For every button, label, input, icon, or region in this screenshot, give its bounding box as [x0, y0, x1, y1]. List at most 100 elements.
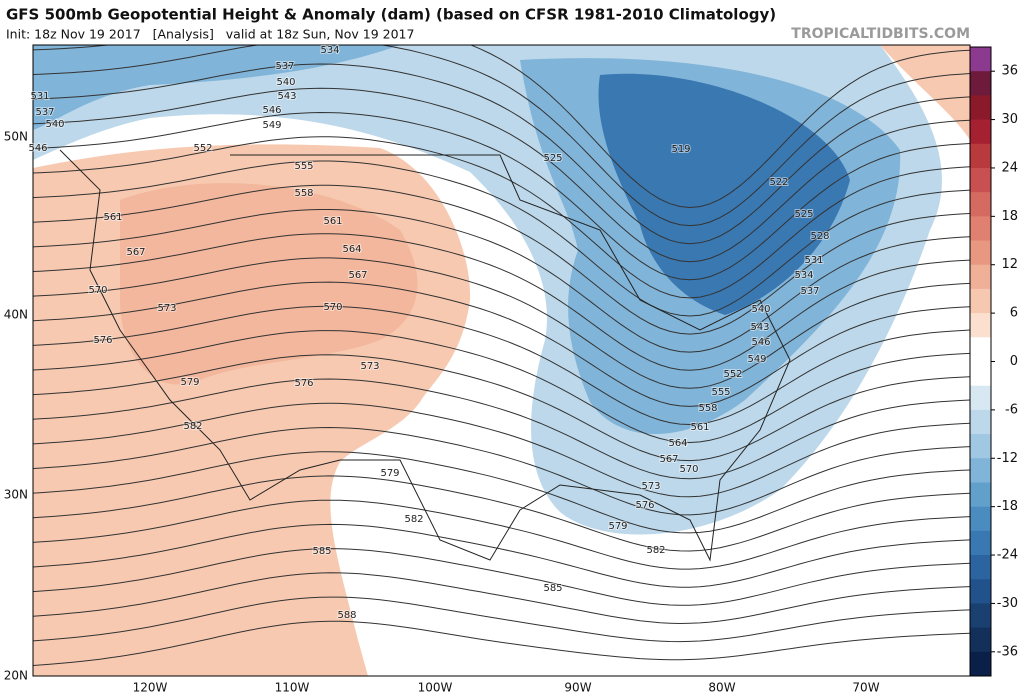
colorbar-label: -36 [997, 644, 1018, 659]
contour-label: 537 [275, 61, 294, 72]
contour-label: 558 [698, 403, 717, 414]
colorbar-band [970, 47, 991, 72]
contour-line [33, 305, 970, 426]
contour-label: 546 [751, 337, 770, 348]
colorbar-band [970, 143, 991, 169]
lat-label: 20N [4, 669, 28, 683]
contour-line [33, 257, 970, 389]
colorbar-label: 18 [1001, 209, 1018, 224]
contour-label: 543 [277, 91, 296, 102]
contour-label: 558 [294, 188, 313, 199]
contour-label: 573 [157, 303, 176, 314]
colorbar-band [970, 409, 991, 435]
contour-label: 552 [193, 143, 212, 154]
contour-label: 561 [103, 212, 122, 223]
lon-label: 110W [275, 681, 310, 695]
colorbar-band [970, 458, 991, 483]
contour-line [33, 136, 970, 299]
contour-label: 567 [348, 270, 367, 281]
contour-label: 570 [88, 285, 107, 296]
contour-label: 555 [294, 161, 313, 172]
colorbar-label: 0 [1010, 354, 1018, 369]
contour-label: 582 [404, 514, 423, 525]
colorbar-band [970, 119, 991, 145]
contour-label: 531 [30, 91, 49, 102]
contour-label: 585 [312, 546, 331, 557]
colorbar-band [970, 95, 991, 121]
colorbar-band [970, 264, 991, 290]
contour-label: 549 [747, 354, 766, 365]
contour-label: 522 [769, 177, 788, 188]
positive-anomaly [880, 45, 970, 140]
contour-line [33, 87, 970, 263]
colorbar-band [970, 482, 991, 508]
contour-line [33, 620, 970, 666]
contours [33, 45, 970, 666]
contour-line [33, 378, 970, 480]
contour-line [33, 184, 970, 335]
colorbar-band [970, 337, 991, 362]
contour-label: 528 [810, 231, 829, 242]
watermark: TROPICALTIDBITS.COM [791, 26, 970, 42]
contour-label: 567 [659, 454, 678, 465]
colorbar-band [970, 530, 991, 556]
contour-line [33, 233, 970, 371]
contour-labels: 5345375405435465495525555585615645675705… [27, 44, 830, 622]
contour-label: 519 [671, 144, 690, 155]
colorbar: 36 30 24 18 12 6 0 -6 -12 -18 -24 -30 -36 [969, 46, 1018, 677]
contour-line [33, 548, 970, 606]
contour-label: 525 [794, 209, 813, 220]
contour-line [33, 451, 970, 534]
colorbar-band [970, 313, 991, 338]
contour-line [33, 572, 970, 625]
contour-label: 579 [180, 377, 199, 388]
contour-label: 576 [93, 335, 112, 346]
colorbar-band [970, 71, 991, 96]
colorbar-label: -30 [997, 596, 1018, 611]
contour-label: 540 [45, 119, 64, 130]
contour-label: 561 [323, 216, 342, 227]
lon-label: 70W [852, 681, 879, 695]
contour-label: 540 [276, 77, 295, 88]
contour-line [33, 426, 970, 516]
coastline-border [59, 149, 791, 562]
colorbar-label: 12 [1001, 257, 1018, 272]
contour-label: 570 [679, 464, 698, 475]
contour-label: 537 [800, 286, 819, 297]
contour-line [33, 63, 970, 245]
colorbar-band [970, 627, 991, 653]
contour-line [33, 111, 970, 281]
init-line: Init: 18z Nov 19 2017 [Analysis] valid a… [6, 27, 414, 42]
contour-line [33, 209, 970, 353]
colorbar-label: 24 [1001, 160, 1018, 175]
colorbar-band [970, 434, 991, 459]
contour-label: 567 [126, 247, 145, 258]
contour-label: 537 [35, 107, 54, 118]
contour-label: 534 [794, 270, 813, 281]
contour-label: 555 [711, 387, 730, 398]
lon-label: 90W [564, 681, 591, 695]
contour-label: 573 [360, 361, 379, 372]
colorbar-band [970, 385, 991, 411]
contour-line [33, 281, 970, 407]
colorbar-band [970, 288, 991, 314]
contour-label: 564 [668, 438, 687, 449]
contour-label: 531 [804, 255, 823, 266]
contour-line [33, 475, 970, 552]
colorbar-band [970, 167, 991, 193]
positive-anomaly-core [120, 183, 418, 385]
contour-label: 576 [294, 378, 313, 389]
colorbar-band [970, 192, 991, 217]
colorbar-band [970, 651, 991, 677]
contour-label: 585 [543, 583, 562, 594]
contour-label: 570 [323, 302, 342, 313]
contour-label: 546 [28, 143, 47, 154]
colorbar-label: -18 [997, 499, 1018, 514]
contour-label: 540 [751, 304, 770, 315]
contour-line [33, 160, 970, 317]
lat-label: 40N [4, 308, 28, 322]
colorbar-band [970, 361, 991, 387]
contour-label: 582 [646, 545, 665, 556]
colorbar-band [970, 216, 991, 242]
lon-label: 120W [133, 681, 168, 695]
